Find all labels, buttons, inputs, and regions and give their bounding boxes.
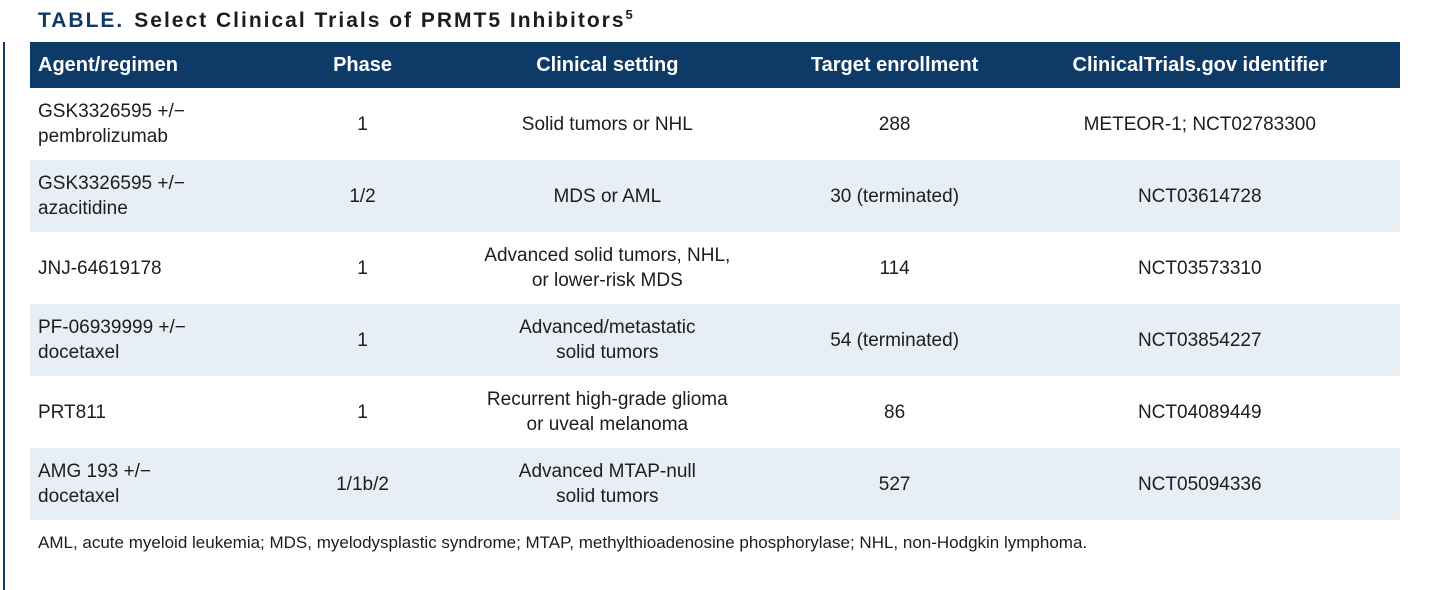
table-row: GSK3326595 +/− azacitidine 1/2 MDS or AML 3… bbox=[30, 160, 1400, 232]
target-enrollment-cell: 86 bbox=[884, 401, 906, 423]
agent-regimen-cell: GSK3326595 +/− pembrolizumab bbox=[38, 101, 185, 147]
table-title-text: Select Clinical Trials of PRMT5 Inhibito… bbox=[134, 9, 626, 32]
phase-cell: 1 bbox=[357, 401, 368, 423]
agent-regimen-cell: GSK3326595 +/− azacitidine bbox=[38, 173, 185, 219]
agent-regimen-cell: JNJ-64619178 bbox=[38, 257, 162, 279]
clinical-setting-cell: Advanced/metastatic solid tumors bbox=[519, 317, 696, 363]
column-header-phase: Phase bbox=[333, 53, 392, 76]
column-header-agent-regimen: Agent/regimen bbox=[38, 53, 179, 76]
left-accent-rule bbox=[3, 42, 5, 590]
table-title: TABLE. Select Clinical Trials of PRMT5 In… bbox=[30, 8, 1400, 34]
column-header-target-enrollment: Target enrollment bbox=[810, 53, 979, 76]
agent-regimen-cell: PF-06939999 +/− docetaxel bbox=[38, 317, 186, 363]
column-header-clinical-setting: Clinical setting bbox=[536, 53, 679, 76]
identifier-cell: NCT03854227 bbox=[1137, 329, 1262, 351]
identifier-cell: NCT03573310 bbox=[1137, 257, 1262, 279]
target-enrollment-cell: 114 bbox=[879, 257, 910, 279]
table-row: GSK3326595 +/− pembrolizumab 1 Solid tumor… bbox=[30, 88, 1400, 160]
phase-cell: 1 bbox=[357, 257, 368, 279]
table-header-row: Agent/regimen Phase Clinical setting Tar… bbox=[30, 42, 1400, 88]
table-footnote: AML, acute myeloid leukemia; MDS, myelod… bbox=[38, 533, 1088, 552]
target-enrollment-cell: 54 (terminated) bbox=[830, 329, 960, 351]
table-row: AMG 193 +/− docetaxel 1/1b/2 Advanced MTAP… bbox=[30, 448, 1400, 520]
clinical-trials-table: Agent/regimen Phase Clinical setting Tar… bbox=[30, 42, 1400, 520]
column-header-clinicaltrials-identifier: ClinicalTrials.gov identifier bbox=[1072, 53, 1328, 76]
table-title-reference-superscript: 5 bbox=[625, 7, 633, 22]
agent-regimen-cell: AMG 193 +/− docetaxel bbox=[38, 461, 152, 507]
agent-regimen-cell: PRT811 bbox=[38, 401, 106, 423]
table-title-label: TABLE. bbox=[38, 9, 125, 32]
clinical-setting-cell: MDS or AML bbox=[553, 185, 662, 207]
identifier-cell: METEOR-1; NCT02783300 bbox=[1083, 113, 1316, 135]
table-row: PRT811 1 Recurrent high-grade glioma or uv… bbox=[30, 376, 1400, 448]
phase-cell: 1/2 bbox=[349, 185, 376, 207]
identifier-cell: NCT05094336 bbox=[1137, 473, 1262, 495]
phase-cell: 1/1b/2 bbox=[336, 473, 389, 495]
clinical-setting-cell: Advanced MTAP-null solid tumors bbox=[518, 461, 696, 507]
table-body: GSK3326595 +/− pembrolizumab 1 Solid tumor… bbox=[30, 88, 1400, 520]
identifier-cell: NCT04089449 bbox=[1137, 401, 1262, 423]
phase-cell: 1 bbox=[357, 113, 368, 135]
table-row: JNJ-64619178 1 Advanced solid tumors, NHL,… bbox=[30, 232, 1400, 304]
table-figure: TABLE. Select Clinical Trials of PRMT5 In… bbox=[30, 8, 1400, 554]
clinical-setting-cell: Solid tumors or NHL bbox=[521, 113, 693, 135]
clinical-setting-cell: Recurrent high-grade glioma or uveal mel… bbox=[486, 389, 728, 435]
target-enrollment-cell: 30 (terminated) bbox=[830, 185, 960, 207]
target-enrollment-cell: 527 bbox=[878, 473, 911, 495]
target-enrollment-cell: 288 bbox=[878, 113, 911, 135]
clinical-setting-cell: Advanced solid tumors, NHL, or lower-ris… bbox=[484, 245, 731, 291]
phase-cell: 1 bbox=[357, 329, 368, 351]
identifier-cell: NCT03614728 bbox=[1137, 185, 1262, 207]
table-row: PF-06939999 +/− docetaxel 1 Advanced/metas… bbox=[30, 304, 1400, 376]
